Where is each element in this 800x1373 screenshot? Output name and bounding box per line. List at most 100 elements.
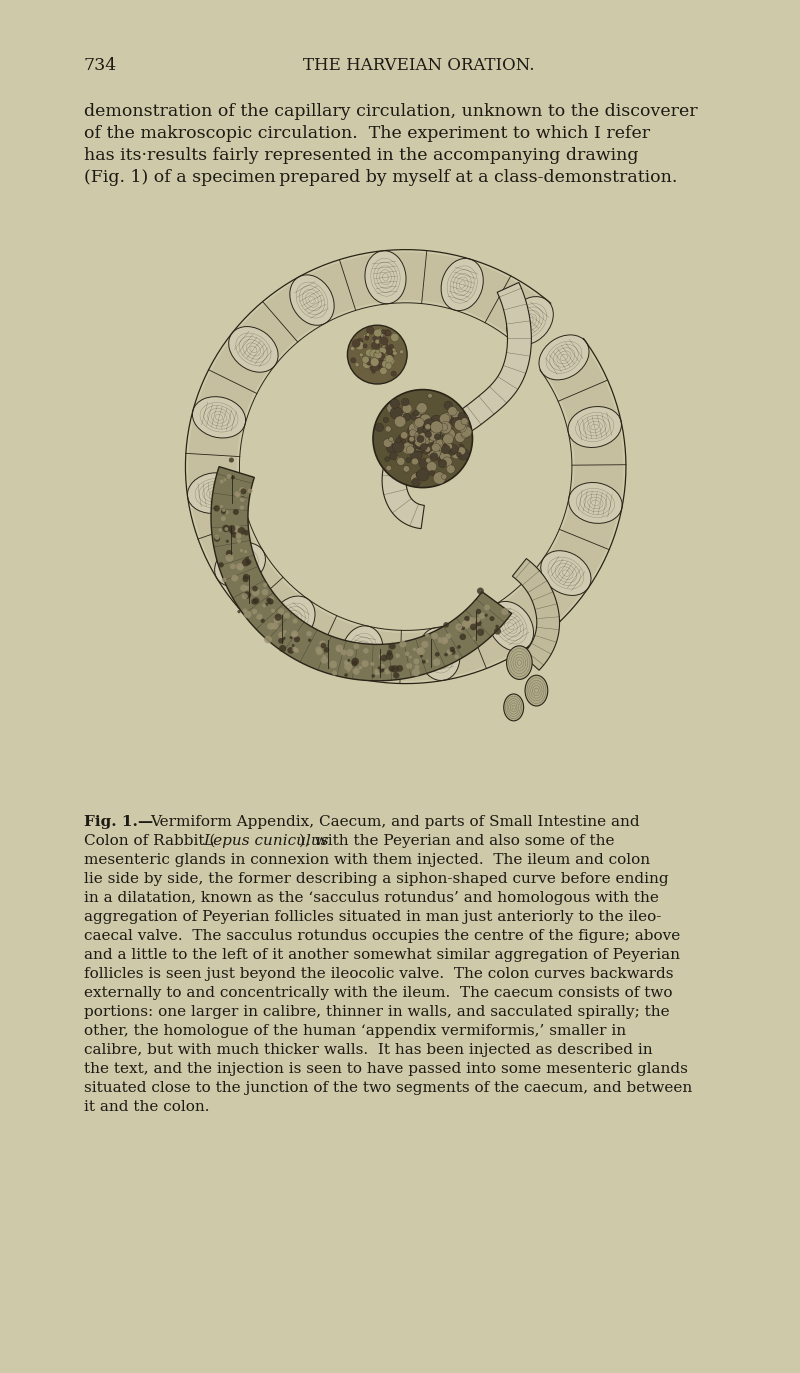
Circle shape xyxy=(369,358,373,362)
Circle shape xyxy=(374,342,380,347)
Circle shape xyxy=(417,431,422,437)
Circle shape xyxy=(413,648,416,651)
Circle shape xyxy=(369,330,373,334)
Circle shape xyxy=(398,413,408,423)
Circle shape xyxy=(397,457,405,465)
Circle shape xyxy=(416,435,426,445)
Circle shape xyxy=(222,509,226,512)
Circle shape xyxy=(410,472,422,485)
Circle shape xyxy=(381,669,384,671)
Circle shape xyxy=(456,449,466,459)
Circle shape xyxy=(441,445,450,454)
Circle shape xyxy=(337,648,340,652)
Circle shape xyxy=(440,423,448,431)
Circle shape xyxy=(271,608,275,612)
Circle shape xyxy=(253,597,259,604)
Circle shape xyxy=(346,649,354,656)
Circle shape xyxy=(417,445,422,450)
Circle shape xyxy=(322,655,326,658)
Circle shape xyxy=(294,648,299,654)
Circle shape xyxy=(433,439,446,450)
Circle shape xyxy=(414,435,426,448)
Circle shape xyxy=(458,412,466,420)
Circle shape xyxy=(223,478,226,481)
Circle shape xyxy=(413,431,419,437)
Circle shape xyxy=(485,614,488,616)
Circle shape xyxy=(391,666,399,673)
Circle shape xyxy=(430,471,434,475)
Circle shape xyxy=(381,343,389,351)
Circle shape xyxy=(434,472,441,481)
Circle shape xyxy=(430,453,438,460)
Circle shape xyxy=(380,368,387,375)
Circle shape xyxy=(477,629,484,636)
Circle shape xyxy=(420,431,426,438)
Circle shape xyxy=(405,652,410,656)
Circle shape xyxy=(428,423,440,434)
Ellipse shape xyxy=(229,327,278,372)
Circle shape xyxy=(414,431,426,441)
Circle shape xyxy=(387,438,394,446)
Circle shape xyxy=(389,361,394,365)
Circle shape xyxy=(252,588,259,596)
Circle shape xyxy=(425,431,430,437)
Circle shape xyxy=(415,412,421,417)
Circle shape xyxy=(426,461,437,471)
Circle shape xyxy=(379,338,387,346)
Circle shape xyxy=(398,435,404,441)
Circle shape xyxy=(268,599,274,604)
Circle shape xyxy=(238,564,243,570)
Circle shape xyxy=(245,556,249,560)
Circle shape xyxy=(323,647,330,652)
Circle shape xyxy=(437,420,442,426)
Circle shape xyxy=(403,413,410,422)
Circle shape xyxy=(385,426,391,432)
Circle shape xyxy=(476,608,482,614)
Circle shape xyxy=(239,487,246,493)
Circle shape xyxy=(363,335,367,338)
Circle shape xyxy=(226,474,231,479)
Circle shape xyxy=(283,630,286,633)
Circle shape xyxy=(385,354,394,362)
Circle shape xyxy=(417,439,422,445)
Circle shape xyxy=(291,632,297,637)
Circle shape xyxy=(455,623,462,630)
Circle shape xyxy=(406,663,412,669)
Circle shape xyxy=(240,497,245,503)
Circle shape xyxy=(502,608,509,615)
Circle shape xyxy=(438,637,442,641)
Circle shape xyxy=(278,608,284,615)
Circle shape xyxy=(362,356,369,364)
Circle shape xyxy=(419,459,430,470)
Circle shape xyxy=(251,599,258,604)
Circle shape xyxy=(418,432,427,442)
Circle shape xyxy=(417,647,425,655)
Polygon shape xyxy=(382,283,531,529)
Circle shape xyxy=(401,431,408,439)
Circle shape xyxy=(263,584,267,588)
Circle shape xyxy=(265,603,268,605)
Circle shape xyxy=(245,586,250,590)
Circle shape xyxy=(252,586,258,592)
Circle shape xyxy=(244,592,251,599)
Circle shape xyxy=(386,330,391,336)
Circle shape xyxy=(234,492,240,497)
Circle shape xyxy=(221,516,226,520)
Circle shape xyxy=(292,647,298,652)
Circle shape xyxy=(374,330,382,336)
Circle shape xyxy=(246,559,251,564)
Circle shape xyxy=(226,553,234,562)
Circle shape xyxy=(457,645,461,649)
Circle shape xyxy=(357,338,363,345)
Circle shape xyxy=(402,442,414,454)
Circle shape xyxy=(416,430,426,439)
Circle shape xyxy=(419,443,429,453)
Circle shape xyxy=(446,633,451,638)
Circle shape xyxy=(442,434,450,442)
Circle shape xyxy=(417,468,429,481)
Circle shape xyxy=(448,430,455,437)
Circle shape xyxy=(370,662,374,666)
Text: Lepus cuniculus: Lepus cuniculus xyxy=(204,833,330,849)
Circle shape xyxy=(416,471,422,478)
Circle shape xyxy=(221,509,226,515)
